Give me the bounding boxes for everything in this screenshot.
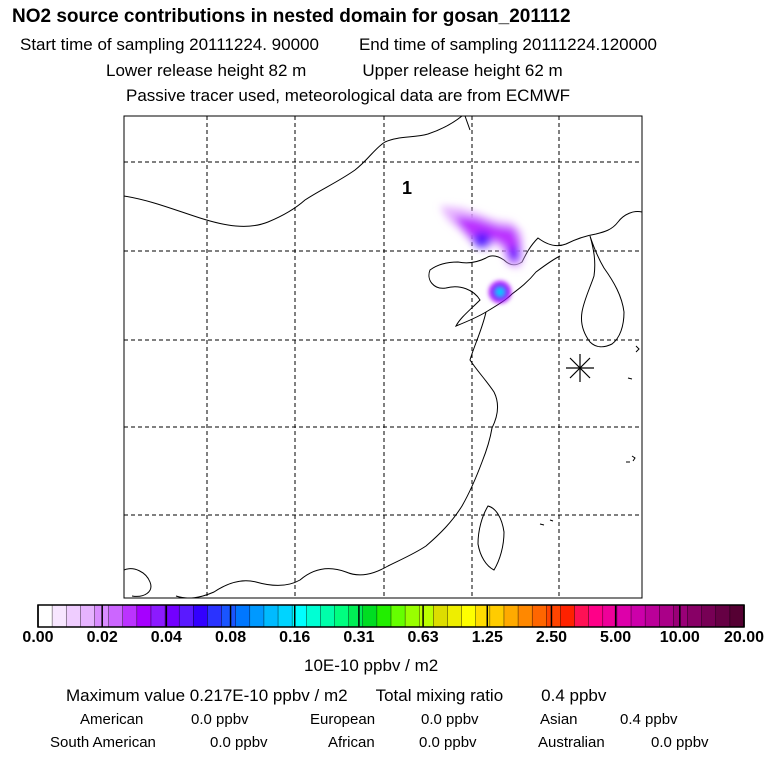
concentration-plume (440, 206, 524, 303)
map-frame (123, 115, 643, 599)
colorbar-cell (122, 605, 138, 627)
region-value-european: 0.0 ppbv (421, 711, 479, 728)
sampling-times: Start time of sampling 20111224. 90000 En… (20, 35, 657, 55)
colorbar-tick-label: 20.00 (723, 629, 765, 646)
colorbar-cell (306, 605, 321, 627)
colorbar-cell (80, 605, 96, 627)
colorbar-cell (165, 605, 180, 627)
colorbar-tick-label: 0.04 (150, 629, 182, 646)
release-heights: Lower release height 82 m Upper release h… (106, 61, 563, 81)
colorbar-cell (334, 605, 350, 627)
colorbar-cell (560, 605, 576, 627)
map-label: 1 (402, 178, 412, 198)
colorbar-cell (687, 605, 703, 627)
region-name-south-american: South American (50, 734, 156, 751)
total-label: Total mixing ratio (375, 686, 504, 705)
colorbar-tick-label: 0.00 (22, 629, 54, 646)
colorbar-cell (348, 605, 364, 627)
receptor-marker-icon (566, 354, 594, 382)
colorbar-cell (518, 605, 533, 627)
region-value-australian: 0.0 ppbv (651, 734, 709, 751)
max-value: Maximum value 0.217E-10 ppbv / m2 (66, 686, 348, 705)
colorbar-cell (362, 605, 378, 627)
colorbar-tick-label: 0.08 (214, 629, 247, 646)
colorbar-cell (588, 605, 604, 627)
colorbar-cell (645, 605, 660, 627)
region-value-african: 0.0 ppbv (419, 734, 477, 751)
colorbar-cell (320, 605, 336, 627)
colorbar-cell (532, 605, 547, 627)
region-name-european: European (310, 711, 376, 728)
colorbar-cell (659, 605, 674, 627)
colorbar-cell (52, 605, 67, 627)
coastlines (124, 116, 642, 598)
colorbar-tick-label: 0.16 (279, 629, 311, 646)
colorbar-tick-label: 2.50 (535, 629, 568, 646)
colorbar-cell (292, 605, 307, 627)
colorbar-cell (179, 605, 194, 627)
summary-row: Maximum value 0.217E-10 ppbv / m2 Total m… (66, 686, 606, 706)
tracer-info: Passive tracer used, meteorological data… (126, 86, 571, 105)
colorbar-cell (419, 605, 434, 627)
colorbar-tick-label: 5.00 (600, 629, 632, 646)
colorbar-cell (66, 605, 81, 627)
region-value-south-american: 0.0 ppbv (210, 734, 268, 751)
region-name-asian: Asian (540, 711, 578, 728)
region-value-asian: 0.4 ppbv (620, 711, 678, 728)
region-name-australian: Australian (538, 734, 605, 751)
colorbar-cell (405, 605, 420, 627)
colorbar-cell (574, 605, 590, 627)
colorbar-units: 10E-10 ppbv / m2 (304, 656, 439, 675)
colorbar-cell (447, 605, 463, 627)
colorbar-cell (221, 605, 237, 627)
region-value-american: 0.0 ppbv (191, 711, 249, 728)
colorbar-cell (616, 605, 632, 627)
grid-lines (124, 116, 642, 598)
colorbar-cell (207, 605, 223, 627)
colorbar-cell (503, 605, 519, 627)
colorbar-cell (461, 605, 477, 627)
colorbar-cell (433, 605, 449, 627)
colorbar-cell (475, 605, 491, 627)
colorbar-cell (391, 605, 406, 627)
colorbar-tick-label: 0.02 (86, 629, 118, 646)
colorbar-cell (376, 605, 392, 627)
colorbar-tick-label: 0.63 (407, 629, 439, 646)
colorbar-tick-label: 10.00 (659, 629, 700, 646)
colorbar-cell (631, 605, 646, 627)
colorbar-cell (602, 605, 618, 627)
colorbar-tick-label: 1.25 (471, 629, 503, 646)
colorbar-cell (235, 605, 251, 627)
colorbar-cell (136, 605, 152, 627)
upper-release-height: Upper release height 62 m (362, 61, 563, 80)
colorbar-cell (38, 605, 53, 627)
page-title: NO2 source contributions in nested domai… (12, 6, 571, 27)
colorbar-tick-label: 0.31 (343, 629, 375, 646)
total-value: 0.4 ppbv (541, 686, 607, 705)
colorbar-cell (673, 605, 689, 627)
colorbar-cell (108, 605, 124, 627)
colorbar-cell (729, 605, 745, 627)
colorbar-cell (150, 605, 166, 627)
colorbar-cell (278, 605, 293, 627)
lower-release-height: Lower release height 82 m (106, 61, 307, 80)
end-time: End time of sampling 20111224.120000 (358, 35, 657, 54)
colorbar-cell (701, 605, 717, 627)
region-name-african: African (328, 734, 375, 751)
colorbar-cell (715, 605, 731, 627)
region-name-american: American (80, 711, 144, 728)
colorbar-cell (546, 605, 562, 627)
colorbar-cell (193, 605, 209, 627)
colorbar-cell (249, 605, 265, 627)
colorbar-cell (263, 605, 279, 627)
colorbar-cell (489, 605, 505, 627)
start-time: Start time of sampling 20111224. 90000 (20, 35, 319, 54)
